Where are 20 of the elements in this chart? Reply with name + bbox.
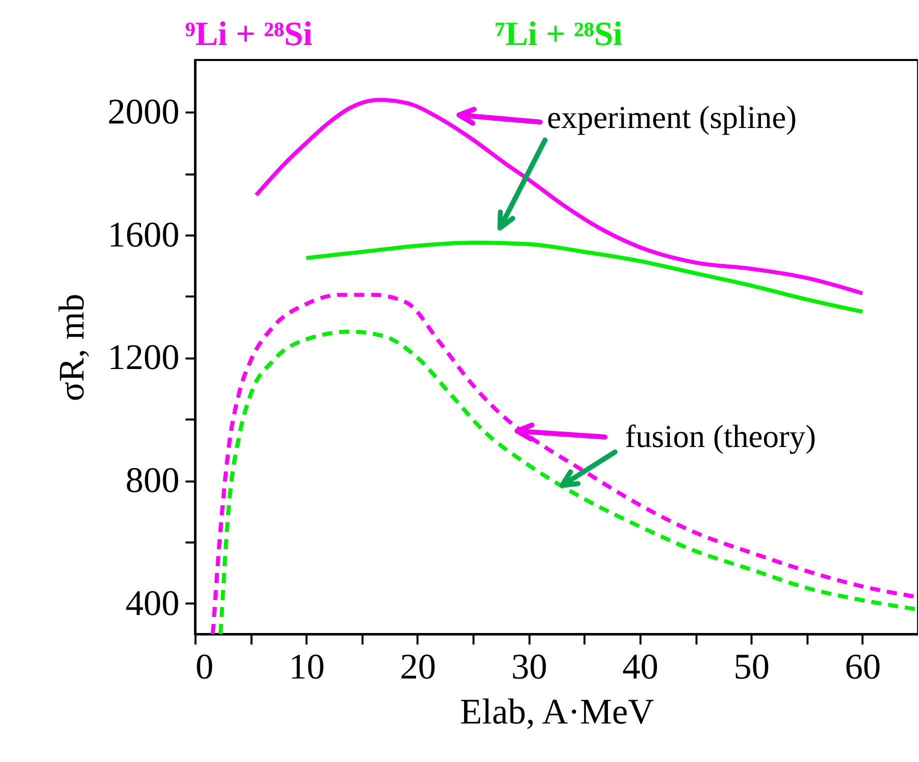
series-label: ⁹Li + ²⁸Si bbox=[185, 16, 312, 53]
y-tick-label: 1200 bbox=[108, 337, 180, 378]
x-tick-label: 20 bbox=[400, 646, 436, 686]
x-tick-label: 40 bbox=[622, 646, 658, 686]
y-tick-label: 800 bbox=[126, 460, 180, 500]
x-tick-label: 30 bbox=[511, 646, 548, 686]
line-series bbox=[304, 240, 864, 314]
x-tick-label: 50 bbox=[734, 646, 770, 686]
line-series bbox=[254, 98, 864, 296]
x-tick-label: 0 bbox=[196, 646, 214, 686]
x-tick-label: 10 bbox=[288, 646, 325, 686]
y-tick-label: 2000 bbox=[108, 92, 180, 132]
text: ⁷Li + ²⁸Si bbox=[495, 16, 622, 53]
y-tick-label: 1600 bbox=[108, 214, 180, 254]
x-tick-label: 60 bbox=[844, 646, 881, 686]
y-axis-title: σR, mb bbox=[52, 294, 92, 402]
x-axis-title: Elab, A·MeV bbox=[460, 692, 654, 732]
annotation: experiment (spline) bbox=[547, 99, 797, 135]
annotation: fusion (theory) bbox=[625, 418, 816, 454]
y-tick-label: 400 bbox=[126, 582, 180, 623]
